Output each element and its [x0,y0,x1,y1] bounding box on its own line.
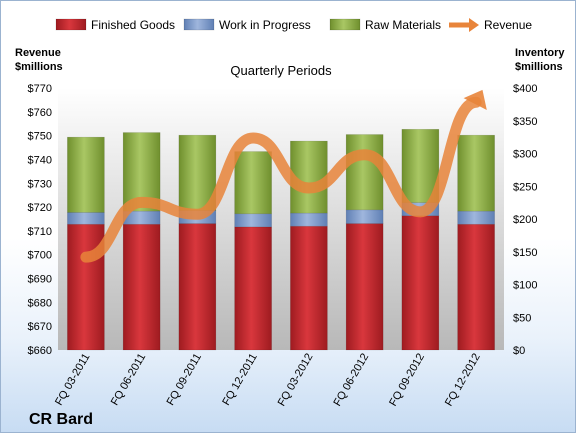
left-tick-label: $670 [28,321,52,333]
bar-finished-goods [457,223,495,351]
bar-raw-materials [345,134,384,211]
left-tick-label: $720 [28,202,52,214]
legend-label: Revenue [484,18,532,32]
bar-finished-goods [67,223,105,351]
left-axis-label-line1: Revenue [15,47,61,59]
right-axis-label-line1: Inventory [515,47,565,59]
bar-finished-goods [122,223,161,351]
bar-work-in-progress [290,212,328,227]
legend-label: Finished Goods [91,18,175,32]
legend-swatch-finished-goods [55,18,87,31]
bar-raw-materials [401,128,440,203]
right-tick-label: $200 [513,214,537,226]
left-tick-label: $680 [28,297,52,309]
bar-finished-goods [234,226,272,351]
revenue-line-arrowhead [463,89,487,110]
left-tick-label: $660 [28,345,52,357]
x-tick-label: FQ 03-2012 [276,352,316,409]
legend-swatch-work-in-progress [183,18,215,31]
company-name: CR Bard [29,411,93,428]
bar-raw-materials [457,134,495,212]
left-tick-label: $700 [28,250,52,262]
x-tick-label: FQ 03-2011 [53,352,92,408]
left-tick-label: $750 [28,131,52,143]
x-tick-label: FQ 06-2011 [109,352,148,408]
left-axis-ticks: $660 $670 $680 $690 $700 $710 $720 $730 $740 $750… [28,83,52,357]
legend-arrow-icon [469,18,479,32]
revenue-line-group [80,89,487,263]
legend: Finished Goods Work in Progress Raw Materi… [55,18,532,32]
legend-label: Work in Progress [219,18,311,32]
right-tick-label: $400 [513,83,537,95]
bar-work-in-progress [457,210,495,225]
left-axis-label-line2: $millions [15,61,63,73]
bar-work-in-progress [345,209,384,224]
right-axis-label-line2: $millions [515,61,563,73]
left-tick-label: $690 [28,274,52,286]
right-tick-label: $250 [513,181,537,193]
x-tick-label: FQ 09-2012 [387,352,427,409]
x-axis-ticks: FQ 03-2011 FQ 06-2011 FQ 09-2011 FQ 12-2011… [53,352,483,409]
bar-work-in-progress [67,212,105,225]
left-tick-label: $770 [28,83,52,95]
bar-finished-goods [178,223,217,351]
right-tick-label: $150 [513,247,537,259]
left-tick-label: $730 [28,178,52,190]
right-tick-label: $50 [513,312,531,324]
revenue-line [80,96,482,263]
x-tick-label: FQ 12-2012 [443,352,483,409]
x-tick-label: FQ 09-2011 [165,352,204,408]
chart-title: Quarterly Periods [230,63,332,78]
right-tick-label: $0 [513,345,525,357]
bar-finished-goods [290,225,328,351]
right-tick-label: $100 [513,280,537,292]
bar-work-in-progress [234,213,272,228]
left-tick-label: $740 [28,154,52,166]
bar-finished-goods [345,223,384,351]
x-tick-label: FQ 12-2011 [220,352,259,408]
right-axis-ticks: $0 $50 $100 $150 $200 $250 $300 $350 $400 [513,83,537,357]
right-tick-label: $350 [513,116,537,128]
left-tick-label: $760 [28,107,52,119]
legend-label: Raw Materials [365,18,441,32]
bar-raw-materials [67,136,105,213]
legend-swatch-raw-materials [329,18,361,31]
bars [67,128,495,351]
bar-raw-materials [234,151,272,215]
left-tick-label: $710 [28,226,52,238]
bar-raw-materials [178,134,217,211]
x-tick-label: FQ 06-2012 [331,352,371,409]
bar-finished-goods [401,215,440,351]
right-tick-label: $300 [513,149,537,161]
